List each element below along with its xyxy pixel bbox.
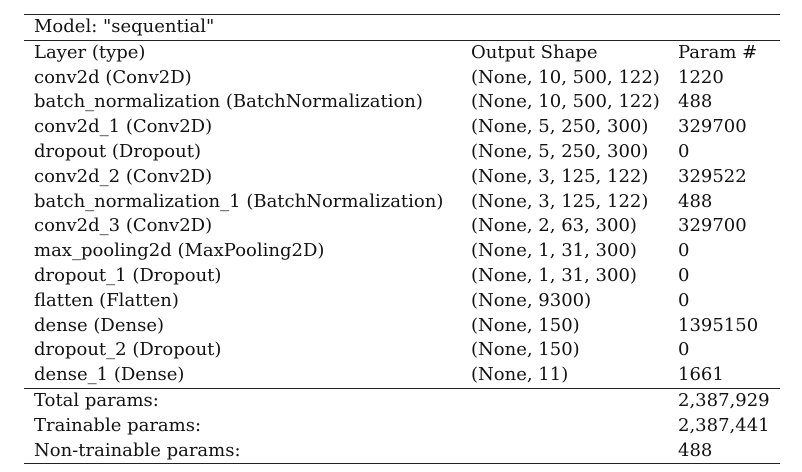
layer-row: dense (Dense) (None, 150) 1395150 (24, 314, 780, 339)
layer-output-shape: (None, 3, 125, 122) (471, 165, 649, 187)
title-rule (24, 39, 780, 41)
layer-row: conv2d (Conv2D) (None, 10, 500, 122) 1220 (24, 66, 780, 91)
layer-output-shape: (None, 10, 500, 122) (471, 91, 660, 113)
layer-output-shape: (None, 2, 63, 300) (471, 215, 637, 237)
layer-param-count: 329522 (678, 165, 747, 187)
totals-rule (24, 387, 780, 389)
layer-row: dropout_2 (Dropout) (None, 150) 0 (24, 338, 780, 363)
layer-param-count: 329700 (678, 215, 747, 237)
layer-param-count: 0 (678, 240, 690, 262)
layer-param-count: 0 (678, 264, 690, 286)
layer-param-count: 1395150 (678, 314, 759, 336)
layer-param-count: 0 (678, 140, 690, 162)
totals-value: 2,387,441 (678, 414, 770, 436)
totals-row: Non-trainable params: 488 (24, 439, 780, 464)
layer-name: conv2d_3 (Conv2D) (34, 215, 213, 237)
layer-param-count: 0 (678, 339, 690, 361)
layer-output-shape: (None, 5, 250, 300) (471, 116, 649, 138)
layer-name: conv2d_1 (Conv2D) (34, 116, 213, 138)
layer-param-count: 0 (678, 289, 690, 311)
top-rule (24, 14, 780, 15)
totals-label: Trainable params: (34, 414, 202, 436)
layer-rows: conv2d (Conv2D) (None, 10, 500, 122) 1220 b… (24, 66, 780, 388)
layer-output-shape: (None, 1, 31, 300) (471, 240, 637, 262)
layer-name: conv2d (Conv2D) (34, 66, 192, 88)
model-summary-table: Model: "sequential" Layer (type) Output … (24, 14, 780, 465)
layer-output-shape: (None, 10, 500, 122) (471, 66, 660, 88)
layer-name: dense_1 (Dense) (34, 364, 185, 386)
layer-output-shape: (None, 5, 250, 300) (471, 140, 649, 162)
total-rows: Total params: 2,387,929 Trainable params: 2… (24, 389, 780, 463)
model-title: Model: "sequential" (34, 16, 215, 37)
totals-value: 488 (678, 439, 713, 461)
totals-value: 2,387,929 (678, 389, 770, 411)
totals-row: Total params: 2,387,929 (24, 389, 780, 414)
layer-name: flatten (Flatten) (34, 289, 179, 311)
layer-row: batch_normalization_1 (BatchNormalizatio… (24, 190, 780, 215)
layer-output-shape: (None, 11) (471, 364, 569, 386)
layer-row: conv2d_1 (Conv2D) (None, 5, 250, 300) 3297… (24, 115, 780, 140)
layer-row: conv2d_3 (Conv2D) (None, 2, 63, 300) 32970… (24, 214, 780, 239)
bottom-rule (24, 463, 780, 465)
layer-output-shape: (None, 1, 31, 300) (471, 264, 637, 286)
layer-param-count: 329700 (678, 116, 747, 138)
layer-output-shape: (None, 150) (471, 339, 580, 361)
layer-row: flatten (Flatten) (None, 9300) 0 (24, 289, 780, 314)
layer-row: conv2d_2 (Conv2D) (None, 3, 125, 122) 3295… (24, 165, 780, 190)
header-layer: Layer (type) (34, 41, 146, 63)
layer-output-shape: (None, 150) (471, 314, 580, 336)
layer-param-count: 1220 (678, 66, 724, 88)
header-row: Layer (type) Output Shape Param # (24, 41, 780, 66)
layer-row: batch_normalization (BatchNormalization)… (24, 90, 780, 115)
layer-name: dropout (Dropout) (34, 140, 201, 162)
totals-label: Total params: (34, 389, 159, 411)
totals-label: Non-trainable params: (34, 439, 241, 461)
layer-param-count: 1661 (678, 364, 724, 386)
layer-name: conv2d_2 (Conv2D) (34, 165, 213, 187)
layer-name: dropout_2 (Dropout) (34, 339, 222, 361)
layer-row: dropout (Dropout) (None, 5, 250, 300) 0 (24, 140, 780, 165)
layer-name: dense (Dense) (34, 314, 164, 336)
header-params: Param # (678, 41, 758, 63)
layer-row: max_pooling2d (MaxPooling2D) (None, 1, 31… (24, 239, 780, 264)
layer-param-count: 488 (678, 91, 713, 113)
layer-name: dropout_1 (Dropout) (34, 264, 222, 286)
layer-row: dense_1 (Dense) (None, 11) 1661 (24, 363, 780, 388)
totals-row: Trainable params: 2,387,441 (24, 414, 780, 439)
header-output-shape: Output Shape (471, 41, 598, 63)
layer-row: dropout_1 (Dropout) (None, 1, 31, 300) 0 (24, 264, 780, 289)
layer-param-count: 488 (678, 190, 713, 212)
layer-output-shape: (None, 9300) (471, 289, 592, 311)
layer-name: max_pooling2d (MaxPooling2D) (34, 240, 325, 262)
layer-name: batch_normalization (BatchNormalization) (34, 91, 423, 113)
layer-name: batch_normalization_1 (BatchNormalizatio… (34, 190, 444, 212)
layer-output-shape: (None, 3, 125, 122) (471, 190, 649, 212)
